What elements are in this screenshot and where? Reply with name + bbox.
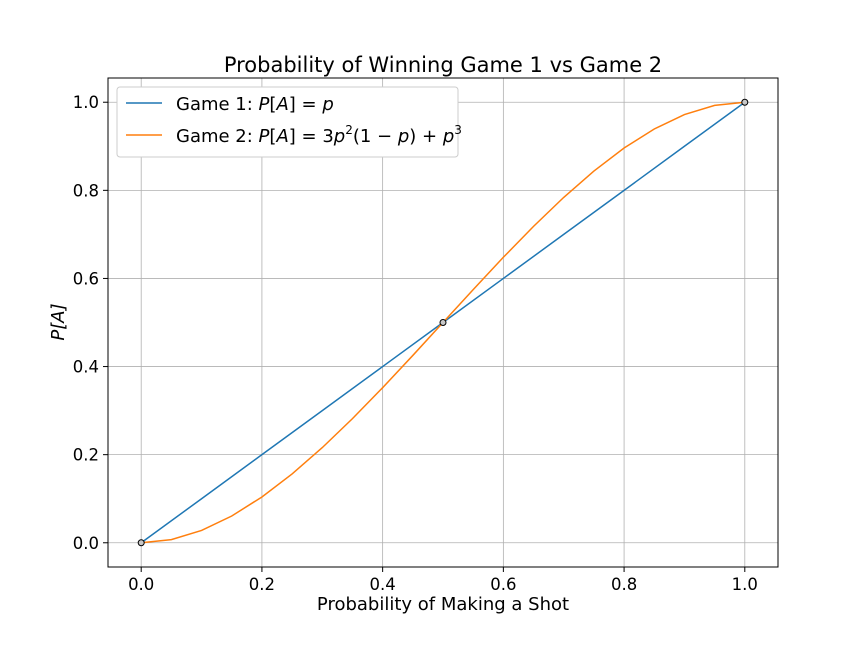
y-tick-label: 0.2 (73, 446, 99, 465)
legend-label-game1: Game 1: P[A] = p (176, 94, 334, 115)
data-point-marker (439, 319, 447, 326)
data-point-marker (741, 98, 749, 106)
data-point-marker (137, 539, 145, 547)
y-tick-label: 1.0 (73, 93, 99, 112)
x-tick-label: 0.2 (249, 575, 275, 594)
markers (137, 98, 749, 547)
chart-title: Probability of Winning Game 1 vs Game 2 (224, 53, 662, 77)
x-tick-label: 0.8 (611, 575, 637, 594)
x-axis-label: Probability of Making a Shot (317, 594, 569, 615)
y-tick-label: 0.8 (73, 181, 99, 200)
x-tick-label: 0.4 (370, 575, 396, 594)
x-tick-label: 0.6 (490, 575, 516, 594)
legend: Game 1: P[A] = p Game 2: P[A] = 3p2(1 − … (116, 86, 462, 158)
x-ticks: 0.0 0.2 0.4 0.6 0.8 1.0 (128, 567, 758, 594)
x-tick-label: 0.0 (128, 575, 154, 594)
legend-label-game2-prefix: Game 2: (176, 126, 259, 147)
y-tick-label: 0.0 (73, 534, 99, 553)
y-ticks: 0.0 0.2 0.4 0.6 0.8 1.0 (73, 93, 108, 553)
legend-label-game1-prefix: Game 1: (176, 94, 259, 115)
legend-box (116, 86, 459, 158)
plot-frame (107, 77, 779, 568)
y-tick-label: 0.4 (73, 358, 99, 377)
x-tick-label: 1.0 (732, 575, 758, 594)
y-axis-label: P[A] (48, 303, 69, 340)
y-tick-label: 0.6 (73, 269, 99, 288)
legend-label-game2: Game 2: P[A] = 3p2(1 − p) + p3 (176, 123, 462, 147)
